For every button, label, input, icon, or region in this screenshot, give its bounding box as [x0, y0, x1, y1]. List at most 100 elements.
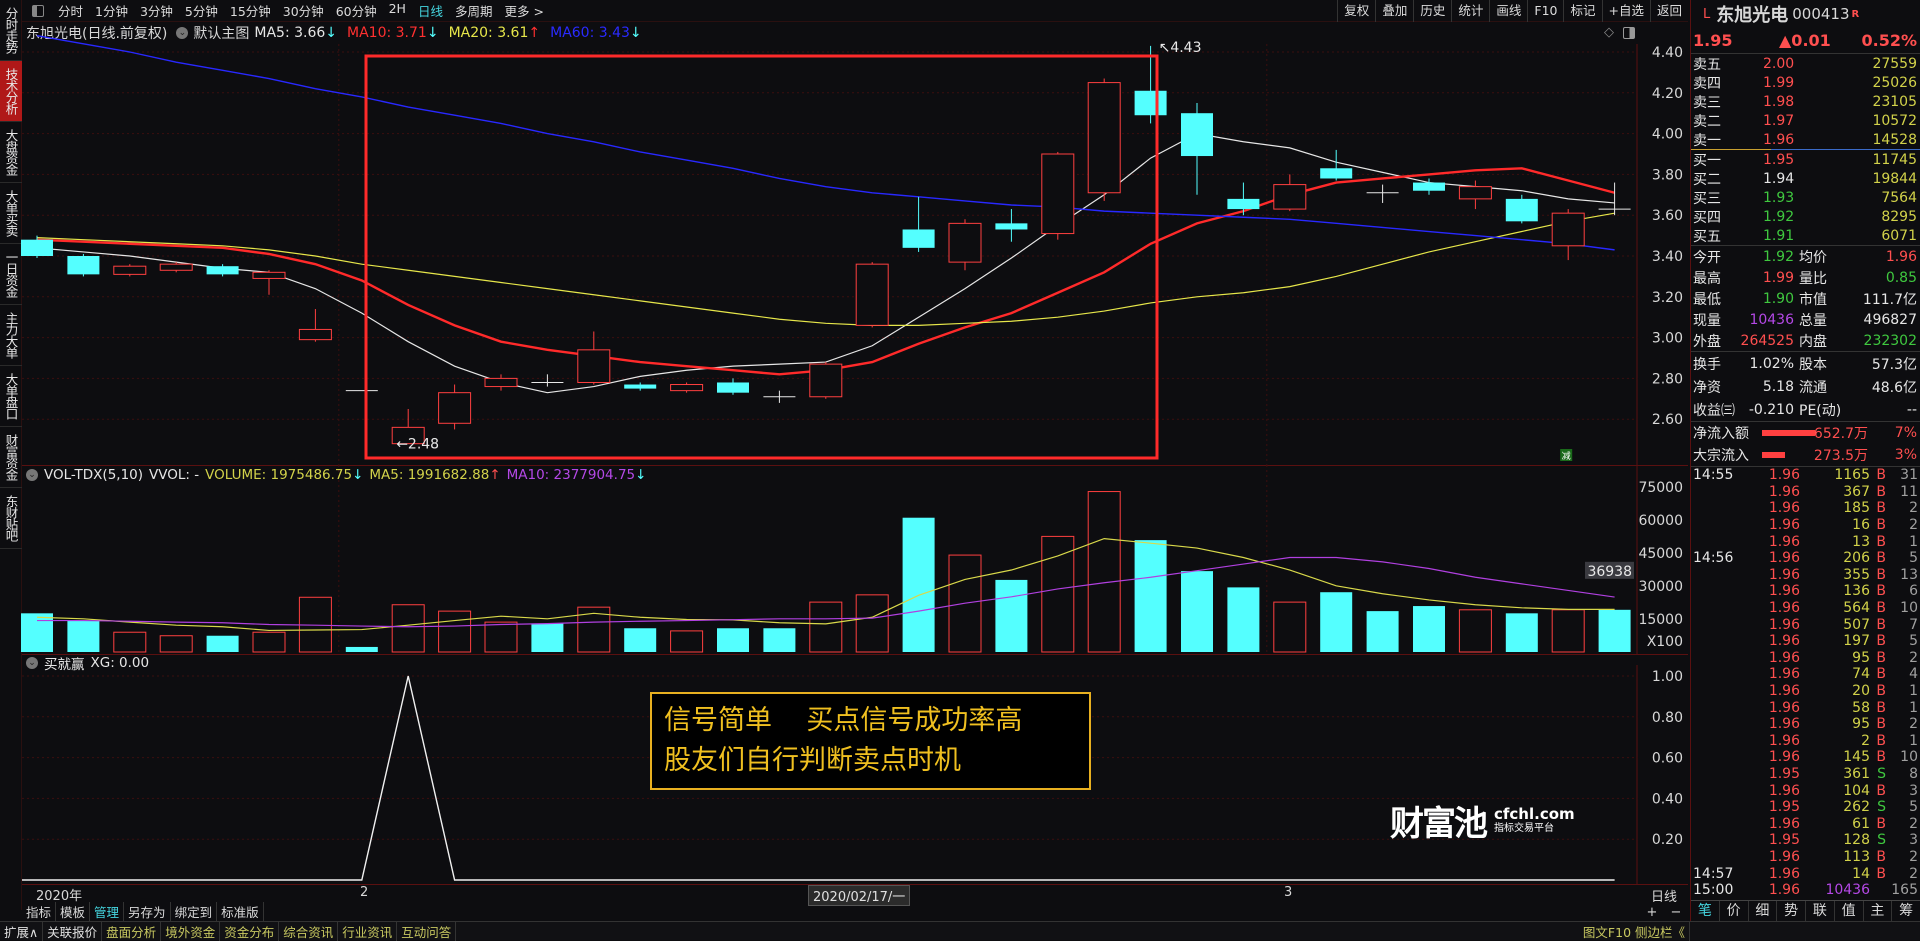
candle[interactable] — [1181, 103, 1213, 195]
candle[interactable] — [207, 264, 239, 276]
tool-button[interactable]: 画线 — [1489, 0, 1527, 22]
candle[interactable] — [1367, 185, 1399, 203]
candle[interactable] — [1413, 178, 1445, 194]
bottom-tab[interactable]: 扩展∧ — [0, 922, 43, 941]
period-tab[interactable]: 日线 — [412, 1, 449, 20]
candle[interactable] — [1227, 183, 1259, 216]
candle[interactable] — [1506, 195, 1538, 224]
chevron-down-icon[interactable]: ⌄ — [26, 469, 38, 481]
period-tab[interactable]: 60分钟 — [330, 1, 383, 20]
candle[interactable] — [671, 382, 703, 392]
event-marker[interactable]: 减 — [1560, 449, 1572, 462]
indicator-tool-button[interactable]: 管理 — [90, 902, 124, 921]
zoom-out-button[interactable]: − — [1671, 905, 1682, 920]
candle[interactable] — [1459, 181, 1491, 210]
tool-button[interactable]: 历史 — [1413, 0, 1451, 22]
tool-button[interactable]: F10 — [1527, 0, 1563, 22]
template-name[interactable]: 默认主图 — [193, 23, 249, 43]
candle[interactable] — [531, 374, 563, 386]
bottom-tab[interactable]: 盘面分析 — [102, 922, 161, 941]
sidebar-item[interactable]: 主力大单 — [0, 305, 22, 366]
bottom-tab[interactable]: 关联报价 — [43, 922, 102, 941]
sidebar-item[interactable]: 大单买卖 — [0, 183, 22, 244]
chevron-down-icon[interactable]: ⌄ — [176, 27, 188, 39]
sidebar-item[interactable]: 技术分析 — [0, 61, 22, 122]
period-tab[interactable]: 1分钟 — [89, 1, 134, 20]
candle[interactable] — [1042, 152, 1074, 240]
candle[interactable] — [1135, 46, 1167, 124]
panel-toggle-icon[interactable] — [32, 5, 44, 17]
candle[interactable] — [67, 254, 99, 276]
indicator-tool-button[interactable]: 模板 — [56, 902, 90, 921]
period-tab[interactable]: 更多 > — [498, 1, 549, 20]
candle[interactable] — [1599, 183, 1631, 216]
period-tab[interactable]: 15分钟 — [224, 1, 277, 20]
period-tab[interactable]: 分时 — [52, 1, 89, 20]
candle[interactable] — [995, 209, 1027, 242]
quote-tab[interactable]: 值 — [1835, 901, 1864, 921]
indicator-tool-button[interactable]: 绑定到 — [171, 902, 218, 921]
diamond-icon[interactable]: ◇ — [1604, 25, 1614, 40]
period-tab[interactable]: 多周期 — [449, 1, 499, 20]
sidebar-f10-link[interactable]: 图文F10 侧边栏《 — [1579, 922, 1690, 941]
candle[interactable] — [763, 391, 795, 403]
sidebar-item[interactable]: 分时走势 — [0, 0, 22, 61]
period-tab[interactable]: 3分钟 — [134, 1, 179, 20]
candle[interactable] — [1274, 174, 1306, 211]
candle[interactable] — [949, 219, 981, 270]
candle[interactable] — [624, 382, 656, 390]
indicator-tool-button[interactable]: 指标 — [22, 902, 56, 921]
quote-tab[interactable]: 价 — [1720, 901, 1749, 921]
quote-tab[interactable]: 联 — [1806, 901, 1835, 921]
candle[interactable] — [578, 331, 610, 384]
bottom-tab[interactable]: 综合资讯 — [279, 922, 338, 941]
chevron-down-icon[interactable]: ⌄ — [26, 657, 38, 669]
tool-button[interactable]: +自选 — [1602, 0, 1650, 22]
sidebar-toggle-icon[interactable] — [1623, 27, 1635, 39]
quote-tab[interactable]: 细 — [1749, 901, 1778, 921]
quote-tab[interactable]: 势 — [1777, 901, 1806, 921]
candle[interactable] — [1088, 79, 1120, 201]
tool-button[interactable]: 复权 — [1337, 0, 1375, 22]
candle[interactable] — [439, 385, 471, 430]
tool-button[interactable]: 统计 — [1451, 0, 1489, 22]
sidebar-item[interactable]: 一日资金 — [0, 244, 22, 305]
bottom-tab[interactable]: 行业资讯 — [338, 922, 397, 941]
candle[interactable] — [114, 264, 146, 276]
tool-button[interactable]: 标记 — [1563, 0, 1601, 22]
indicator-tool-button[interactable]: 另存为 — [124, 902, 171, 921]
bottom-tab[interactable]: 资金分布 — [220, 922, 279, 941]
sidebar-item[interactable]: 大单盘口 — [0, 366, 22, 427]
zoom-in-button[interactable]: + — [1647, 905, 1658, 920]
sidebar-item[interactable]: 东财贴吧 — [0, 488, 22, 549]
period-tab[interactable]: 2H — [383, 1, 412, 20]
candle[interactable] — [485, 374, 517, 390]
bottom-tab[interactable]: 互动问答 — [397, 922, 456, 941]
quote-tab[interactable]: 笔 — [1691, 901, 1720, 921]
tool-button[interactable]: 叠加 — [1375, 0, 1413, 22]
candle[interactable] — [253, 270, 285, 294]
period-tab[interactable]: 5分钟 — [179, 1, 224, 20]
candle[interactable] — [299, 309, 331, 342]
tool-button[interactable]: 返回 — [1650, 0, 1688, 22]
bottom-tab[interactable]: 境外资金 — [161, 922, 220, 941]
quote-tab[interactable]: 主 — [1864, 901, 1893, 921]
indicator-tool-button[interactable]: 标准版 — [217, 902, 264, 921]
period-tab[interactable]: 30分钟 — [277, 1, 330, 20]
candle[interactable] — [1552, 209, 1584, 260]
candle[interactable] — [717, 378, 749, 394]
candle[interactable] — [856, 262, 888, 327]
candle[interactable] — [903, 197, 935, 252]
